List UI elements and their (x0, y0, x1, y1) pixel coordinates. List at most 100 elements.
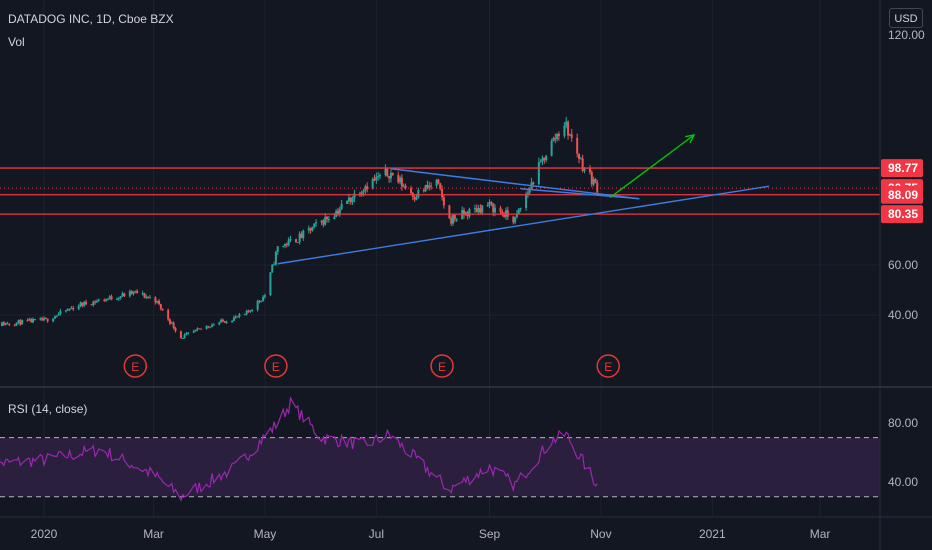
candle-body (15, 322, 18, 325)
candle-body (300, 233, 303, 239)
candle-body (340, 203, 343, 210)
candle-body (388, 176, 391, 179)
candle-body (400, 177, 403, 187)
candle-body (161, 308, 164, 310)
candle-body (410, 188, 413, 193)
earnings-marker[interactable] (123, 354, 148, 378)
candle-body (53, 316, 56, 319)
candle-body (568, 134, 571, 136)
candle-body (174, 328, 177, 332)
candle-body (269, 272, 272, 296)
candle-body (52, 318, 55, 322)
candle-body (221, 319, 224, 322)
trendline[interactable] (277, 185, 770, 265)
time-tick-label: 2020 (31, 527, 58, 541)
candle-body (123, 293, 126, 297)
candle-body (128, 291, 131, 297)
rsi-line (0, 396, 598, 502)
candle-body (378, 175, 381, 177)
candle-body (386, 168, 389, 177)
candle-body (320, 220, 323, 223)
candle-body (119, 296, 122, 298)
candle-body (223, 321, 226, 323)
candle-body (172, 322, 175, 329)
symbol-title[interactable]: DATADOG INC, 1D, Cboe BZX (8, 12, 174, 26)
candle-body (322, 220, 325, 225)
price-tick-label: 120.00 (888, 28, 925, 42)
candle-body (351, 198, 354, 203)
candle-body (442, 197, 445, 206)
candle-body (557, 133, 560, 137)
candle-body (158, 300, 161, 305)
price-axis[interactable]: 60.0040.00120.0098.7790.7588.0980.3580.0… (881, 28, 925, 489)
candle-body (486, 205, 489, 207)
candle-body (187, 332, 190, 334)
candle-body (532, 182, 535, 185)
candle-body (247, 310, 250, 312)
candle-body (494, 207, 497, 213)
candle-body (302, 230, 305, 239)
candle-body (260, 300, 263, 302)
rsi-label[interactable]: RSI (14, close) (8, 402, 88, 416)
price-tick-label: 40.00 (888, 308, 918, 322)
rsi-pane (0, 396, 880, 502)
candle-body (64, 310, 67, 312)
candle-body (276, 246, 279, 252)
candle-body (181, 337, 184, 339)
earnings-marker[interactable] (264, 354, 288, 378)
rsi-band (0, 437, 880, 497)
projection-arrow[interactable] (609, 134, 695, 199)
candle-body (105, 299, 108, 301)
candle-body (21, 320, 24, 325)
candle-body (179, 331, 182, 338)
candle-body (578, 153, 581, 159)
candle-body (13, 324, 16, 326)
candle-body (311, 226, 314, 231)
candle-body (2, 322, 5, 325)
candle-body (349, 197, 352, 203)
candle-body (103, 299, 106, 301)
trendline[interactable] (520, 188, 640, 200)
candle-body (581, 158, 584, 171)
price-level-label: 88.09 (888, 188, 918, 202)
candle-body (39, 318, 42, 320)
candle-body (477, 207, 480, 213)
earnings-marker[interactable] (596, 354, 620, 378)
rsi-tick-label: 40.00 (888, 475, 918, 489)
candle-body (287, 239, 290, 246)
candle-body (468, 209, 471, 217)
candle-body (212, 324, 215, 326)
candle-body (362, 190, 365, 193)
candle-body (539, 161, 542, 163)
earnings-marker[interactable] (430, 354, 454, 378)
volume-label[interactable]: Vol (8, 35, 25, 49)
candle-body (185, 333, 188, 335)
candle-body (462, 210, 465, 216)
candle-body (506, 210, 509, 217)
earnings-marker-label: E (438, 360, 446, 374)
candle-body (134, 290, 137, 292)
rsi-tick-label: 80.00 (888, 416, 918, 430)
candle-body (413, 196, 416, 200)
candle-body (55, 315, 58, 317)
time-axis[interactable]: 2020 Mar May Jul Sep Nov 2021 Mar (31, 527, 831, 541)
candle-body (404, 185, 407, 189)
currency-button[interactable]: USD (889, 8, 923, 28)
candle-body (307, 228, 310, 231)
candle-body (490, 202, 493, 204)
candle-body (183, 334, 186, 338)
candle-body (437, 179, 440, 184)
candle-body (271, 264, 274, 273)
candle-body (554, 137, 557, 140)
candle-body (274, 251, 277, 265)
trendline[interactable] (390, 168, 640, 200)
candle-body (528, 189, 531, 193)
candle-body (94, 301, 97, 303)
candle-body (315, 222, 318, 224)
candle-body (389, 172, 392, 179)
candle-body (72, 307, 75, 310)
projection-arrow-head (685, 134, 696, 144)
earnings-marker-label: E (604, 360, 612, 374)
